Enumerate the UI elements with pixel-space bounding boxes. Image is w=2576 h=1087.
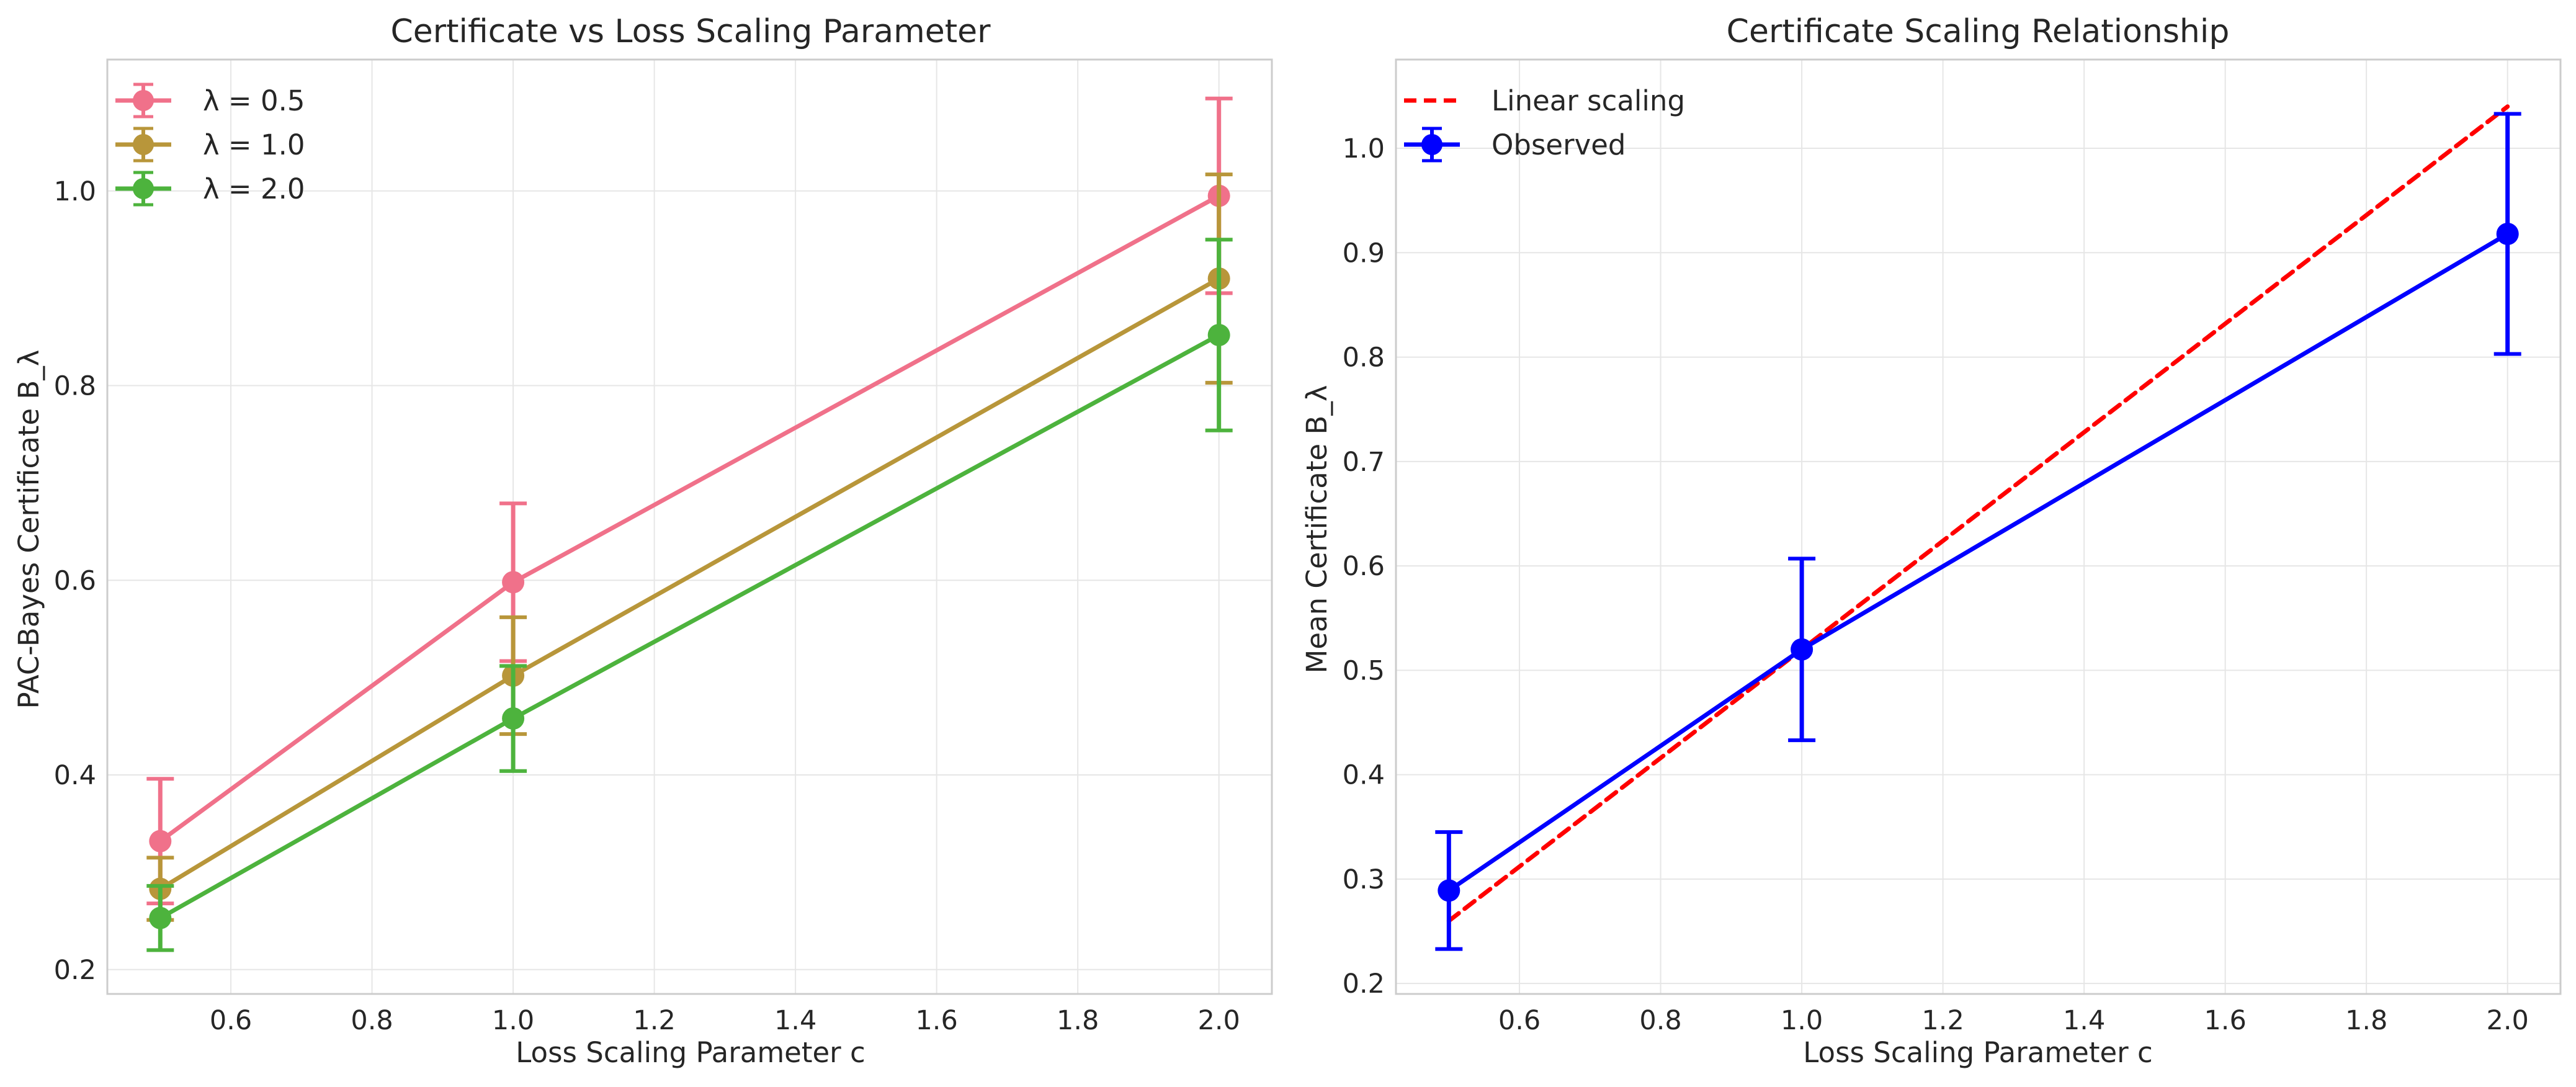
left-chart-xtick-label: 1.8	[1057, 1005, 1099, 1036]
left-chart-panel: Certificate vs Loss Scaling Parameter Lo…	[12, 13, 1273, 1069]
right-chart-series-1-legend-label: Observed	[1491, 128, 1626, 161]
left-chart-series-2-marker	[502, 707, 525, 730]
left-chart-series-1-line	[158, 276, 1222, 892]
left-chart-ylabel: PAC-Bayes Certificate B_λ	[12, 350, 45, 709]
right-chart-xtick-label: 1.0	[1781, 1005, 1823, 1036]
right-chart-ytick-label: 0.9	[1343, 238, 1385, 269]
right-chart-ytick-label: 0.5	[1343, 655, 1385, 686]
left-chart-series-1-legend-label: λ = 1.0	[203, 128, 305, 161]
right-chart-series-1-marker	[1438, 879, 1460, 902]
right-chart-panel: Certificate Scaling Relationship Loss Sc…	[1300, 13, 2562, 1069]
left-chart-series-0-legend-label: λ = 0.5	[203, 84, 305, 117]
left-chart-ytick-label: 0.2	[54, 955, 96, 986]
right-chart-series-0-legend-label: Linear scaling	[1491, 84, 1685, 117]
right-chart-series-1-legend-marker	[1421, 134, 1442, 155]
right-chart-series-1-marker	[2496, 223, 2519, 246]
right-chart-title: Certificate Scaling Relationship	[1727, 13, 2230, 50]
left-chart-plot-frame	[106, 58, 1273, 995]
left-chart-xtick-label: 1.4	[774, 1005, 816, 1036]
left-chart-series-2-line	[158, 333, 1222, 921]
left-chart-ytick-label: 0.4	[54, 760, 96, 791]
right-chart-ytick-label: 0.3	[1343, 864, 1385, 895]
left-chart-xtick-label: 1.0	[492, 1005, 534, 1036]
right-chart-xtick-label: 1.8	[2345, 1005, 2387, 1036]
right-chart-xtick-label: 1.6	[2204, 1005, 2246, 1036]
right-chart-xtick-label: 1.2	[1921, 1005, 1964, 1036]
right-chart-ylabel: Mean Certificate B_λ	[1300, 385, 1333, 674]
right-chart-ytick-label: 0.7	[1343, 447, 1385, 478]
right-chart-xtick-label: 2.0	[2486, 1005, 2528, 1036]
right-chart-xlabel: Loss Scaling Parameter c	[1803, 1036, 2152, 1069]
right-chart-ytick-label: 0.4	[1343, 760, 1385, 791]
left-chart-series-2-marker	[1207, 323, 1230, 346]
left-chart-series-2-marker	[149, 906, 172, 929]
right-chart-series-0-line	[1446, 104, 2510, 923]
right-chart-ytick-label: 0.8	[1343, 342, 1385, 374]
right-chart-ytick-label: 0.6	[1343, 551, 1385, 582]
left-chart-ytick-label: 0.8	[54, 371, 96, 402]
left-chart-xtick-label: 0.8	[351, 1005, 393, 1036]
right-chart-plot-frame	[1395, 58, 2562, 995]
left-chart-xtick-label: 2.0	[1197, 1005, 1240, 1036]
right-chart-ytick-label: 0.2	[1343, 968, 1385, 1000]
left-chart-series-2-legend-label: λ = 2.0	[203, 172, 305, 205]
left-chart-series-0-line	[158, 194, 1222, 844]
left-chart-series-0-marker	[502, 571, 525, 594]
right-chart-series-1-line	[1446, 231, 2510, 893]
right-chart-xtick-label: 0.6	[1498, 1005, 1541, 1036]
left-chart-ytick-label: 0.6	[54, 565, 96, 596]
left-chart-series-0-marker	[149, 830, 172, 852]
left-chart-xtick-label: 0.6	[210, 1005, 252, 1036]
left-chart-ytick-label: 1.0	[54, 176, 96, 207]
left-chart-xtick-label: 1.6	[915, 1005, 957, 1036]
left-chart-xtick-label: 1.2	[633, 1005, 675, 1036]
right-chart-xtick-label: 0.8	[1639, 1005, 1681, 1036]
left-chart-series-0-legend-marker	[133, 90, 154, 111]
right-chart-ytick-label: 1.0	[1343, 133, 1385, 164]
left-chart-title: Certificate vs Loss Scaling Parameter	[390, 13, 991, 50]
right-chart-xtick-label: 1.4	[2063, 1005, 2105, 1036]
left-chart-xlabel: Loss Scaling Parameter c	[516, 1036, 865, 1069]
left-chart-series-1-legend-marker	[133, 134, 154, 155]
right-chart-series-1-marker	[1791, 638, 1813, 661]
left-chart-series-2-legend-marker	[133, 178, 154, 199]
